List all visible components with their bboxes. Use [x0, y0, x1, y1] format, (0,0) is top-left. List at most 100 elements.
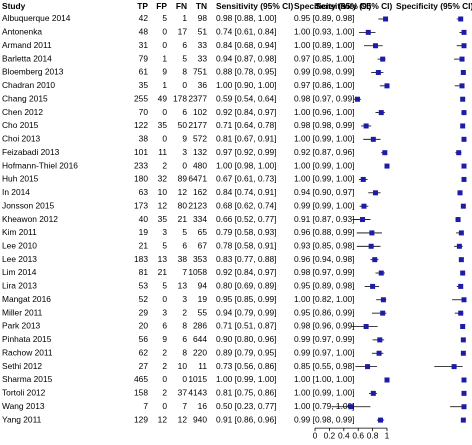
study-name: Yang 2011 [2, 414, 42, 424]
sensitivity-label: 0.83 [0.77, 0.88] [216, 254, 277, 264]
tn-value: 4143 [188, 388, 207, 398]
sensitivity-label: 0.50 [0.23, 0.77] [216, 401, 277, 411]
specificity-point [460, 69, 466, 75]
tp-value: 180 [134, 174, 148, 184]
tp-value: 38 [139, 134, 149, 144]
fp-value: 12 [158, 414, 168, 424]
fp-value: 2 [162, 361, 167, 371]
specificity-point [461, 136, 467, 142]
specificity-point [461, 163, 467, 169]
fn-value: 8 [182, 321, 187, 331]
tn-value: 286 [193, 321, 207, 331]
specificity-label: 0.85 [0.55, 0.98] [294, 361, 355, 371]
sensitivity-label: 0.80 [0.69, 0.89] [216, 281, 277, 291]
sensitivity-point [368, 243, 374, 249]
study-name: Chen 2012 [2, 107, 43, 117]
sensitivity-label: 0.84 [0.68, 0.94] [216, 40, 277, 50]
sensitivity-point [377, 337, 383, 343]
sensitivity-label: 0.92 [0.84, 0.97] [216, 107, 277, 117]
study-name: Huh 2015 [2, 174, 39, 184]
sensitivity-point [378, 270, 384, 276]
specificity-point [461, 297, 467, 303]
fn-value: 5 [182, 227, 187, 237]
tp-value: 122 [134, 120, 148, 130]
tn-value: 36 [198, 80, 208, 90]
fn-value: 2 [182, 307, 187, 317]
specificity-point [461, 176, 467, 182]
fp-value: 21 [158, 267, 168, 277]
fn-value: 0 [182, 80, 187, 90]
study-name: Tortoli 2012 [2, 388, 46, 398]
tn-value: 19 [198, 294, 208, 304]
sensitivity-label: 0.95 [0.85, 0.99] [216, 294, 277, 304]
fn-value: 12 [178, 187, 188, 197]
sensitivity-label: 0.73 [0.56, 0.86] [216, 361, 277, 371]
sensitivity-label: 0.67 [0.61, 0.73] [216, 174, 277, 184]
study-name: Kheawon 2012 [2, 214, 58, 224]
fn-value: 38 [178, 254, 188, 264]
fp-value: 0 [162, 294, 167, 304]
tp-value: 173 [134, 200, 148, 210]
specificity-point [456, 243, 462, 249]
fp-value: 5 [162, 241, 167, 251]
tn-value: 67 [198, 241, 208, 251]
tn-value: 480 [193, 160, 207, 170]
x-tick-label: 0 [313, 430, 318, 440]
specificity-label: 0.99 [0.97, 1.00] [294, 347, 355, 357]
fp-value: 0 [162, 374, 167, 384]
sensitivity-point [384, 377, 390, 383]
sensitivity-point [360, 176, 366, 182]
sensitivity-label: 0.81 [0.75, 0.86] [216, 388, 277, 398]
specificity-label: 0.97 [0.85, 1.00] [294, 53, 355, 63]
fp-value: 1 [162, 53, 167, 63]
sensitivity-point [369, 230, 375, 236]
sensitivity-point [348, 404, 354, 410]
fn-value: 13 [178, 281, 188, 291]
tp-value: 27 [139, 361, 149, 371]
study-name: Choi 2013 [2, 134, 41, 144]
tp-value: 255 [134, 93, 148, 103]
fp-value: 3 [162, 227, 167, 237]
fn-value: 6 [182, 40, 187, 50]
x-tick-label: 1 [385, 430, 390, 440]
specificity-point [459, 83, 465, 89]
fn-value: 0 [182, 374, 187, 384]
tn-value: 55 [198, 307, 208, 317]
study-name: Mangat 2016 [2, 294, 51, 304]
fp-value: 11 [158, 147, 167, 157]
header-fp: FP [156, 1, 167, 11]
fp-value: 0 [162, 401, 167, 411]
header-tn: TN [196, 1, 207, 11]
study-name: Miller 2011 [2, 307, 43, 317]
specificity-label: 1.00 [0.79, 1.00] [294, 401, 355, 411]
fp-value: 35 [158, 120, 168, 130]
fp-value: 0 [162, 134, 167, 144]
specificity-point [461, 377, 467, 383]
specificity-label: 0.95 [0.86, 0.99] [294, 307, 355, 317]
tp-value: 63 [139, 187, 149, 197]
specificity-label: 0.99 [0.98, 0.99] [294, 67, 355, 77]
x-tick-label: 0.8 [367, 430, 379, 440]
header-study: Study [2, 1, 26, 11]
sensitivity-label: 0.94 [0.87, 0.98] [216, 53, 277, 63]
fn-value: 1 [182, 13, 187, 23]
specificity-point [460, 350, 466, 356]
tn-value: 644 [193, 334, 207, 344]
fp-value: 1 [162, 80, 167, 90]
tn-value: 65 [198, 227, 208, 237]
sensitivity-label: 0.79 [0.58, 0.93] [216, 227, 277, 237]
fp-value: 2 [162, 160, 167, 170]
fp-value: 5 [162, 281, 167, 291]
specificity-point [460, 203, 466, 209]
specificity-point [461, 390, 467, 396]
specificity-label: 1.00 [1.00, 1.00] [294, 374, 355, 384]
fn-value: 10 [178, 361, 188, 371]
sensitivity-label: 0.97 [0.92, 0.99] [216, 147, 277, 157]
fn-value: 89 [178, 174, 188, 184]
sensitivity-label: 0.94 [0.79, 0.99] [216, 307, 277, 317]
fn-value: 7 [182, 401, 187, 411]
fp-value: 35 [158, 214, 168, 224]
tn-value: 33 [198, 40, 208, 50]
sensitivity-point [363, 324, 369, 330]
tp-value: 35 [139, 80, 149, 90]
